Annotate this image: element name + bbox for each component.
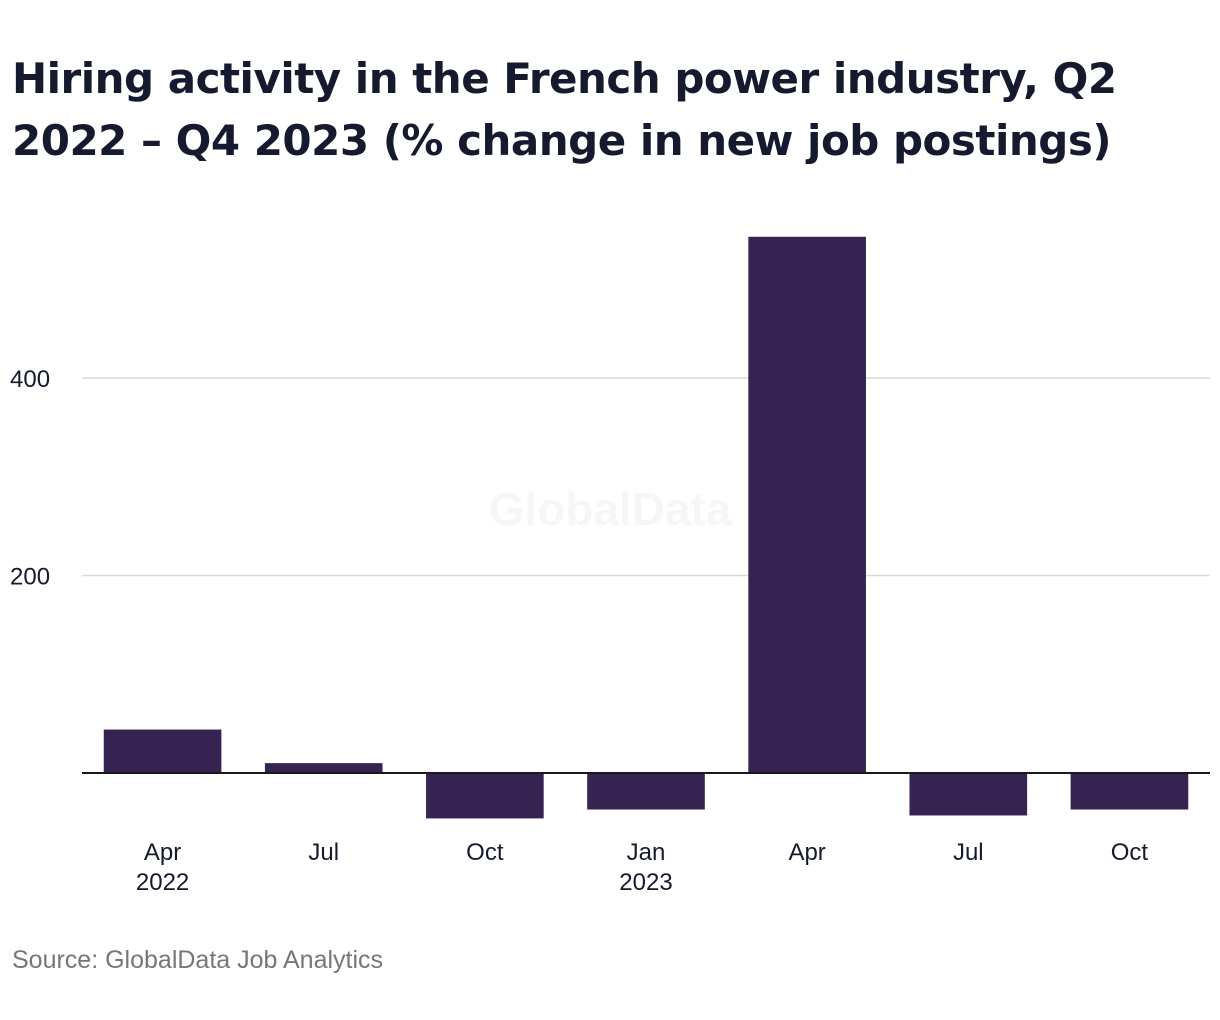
bar <box>264 763 383 773</box>
bar <box>909 773 1028 816</box>
bar <box>587 773 705 810</box>
bar <box>748 236 866 774</box>
watermark-text: GlobalData <box>489 483 732 535</box>
x-tick-label: 2022 <box>136 869 189 896</box>
bar <box>1070 773 1189 810</box>
y-tick-labels: 200 400 <box>10 366 50 591</box>
x-tick-label: Apr <box>788 839 825 866</box>
x-tick-label: 2023 <box>619 869 672 896</box>
x-tick-label: Jul <box>308 839 339 866</box>
bars <box>103 236 1189 819</box>
y-tick-label: 400 <box>10 366 50 393</box>
chart-title: Hiring activity in the French power indu… <box>12 54 1117 165</box>
gridlines <box>82 377 1210 577</box>
bar <box>426 773 544 819</box>
source-note: Source: GlobalData Job Analytics <box>12 946 384 974</box>
x-tick-label: Apr <box>144 839 181 866</box>
x-tick-label: Oct <box>466 839 504 866</box>
bar <box>103 729 222 773</box>
x-tick-labels: Apr 2022 Jul Oct Jan 2023 Apr Jul Oct <box>136 839 1149 896</box>
x-tick-label: Jan <box>627 839 666 866</box>
x-tick-label: Jul <box>953 839 984 866</box>
x-tick-label: Oct <box>1111 839 1149 866</box>
watermark: GlobalData <box>489 483 732 535</box>
y-tick-label: 200 <box>10 564 50 591</box>
